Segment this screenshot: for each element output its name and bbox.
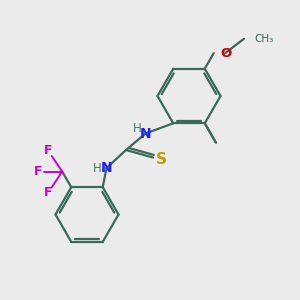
Text: H: H — [133, 122, 142, 135]
Text: S: S — [156, 152, 167, 166]
Text: F: F — [44, 144, 52, 157]
Text: F: F — [44, 186, 52, 199]
Text: O: O — [220, 46, 232, 60]
Text: N: N — [101, 161, 112, 175]
Text: N: N — [140, 127, 151, 140]
Text: F: F — [33, 165, 42, 178]
Text: CH₃: CH₃ — [254, 34, 273, 44]
Text: H: H — [92, 161, 101, 175]
